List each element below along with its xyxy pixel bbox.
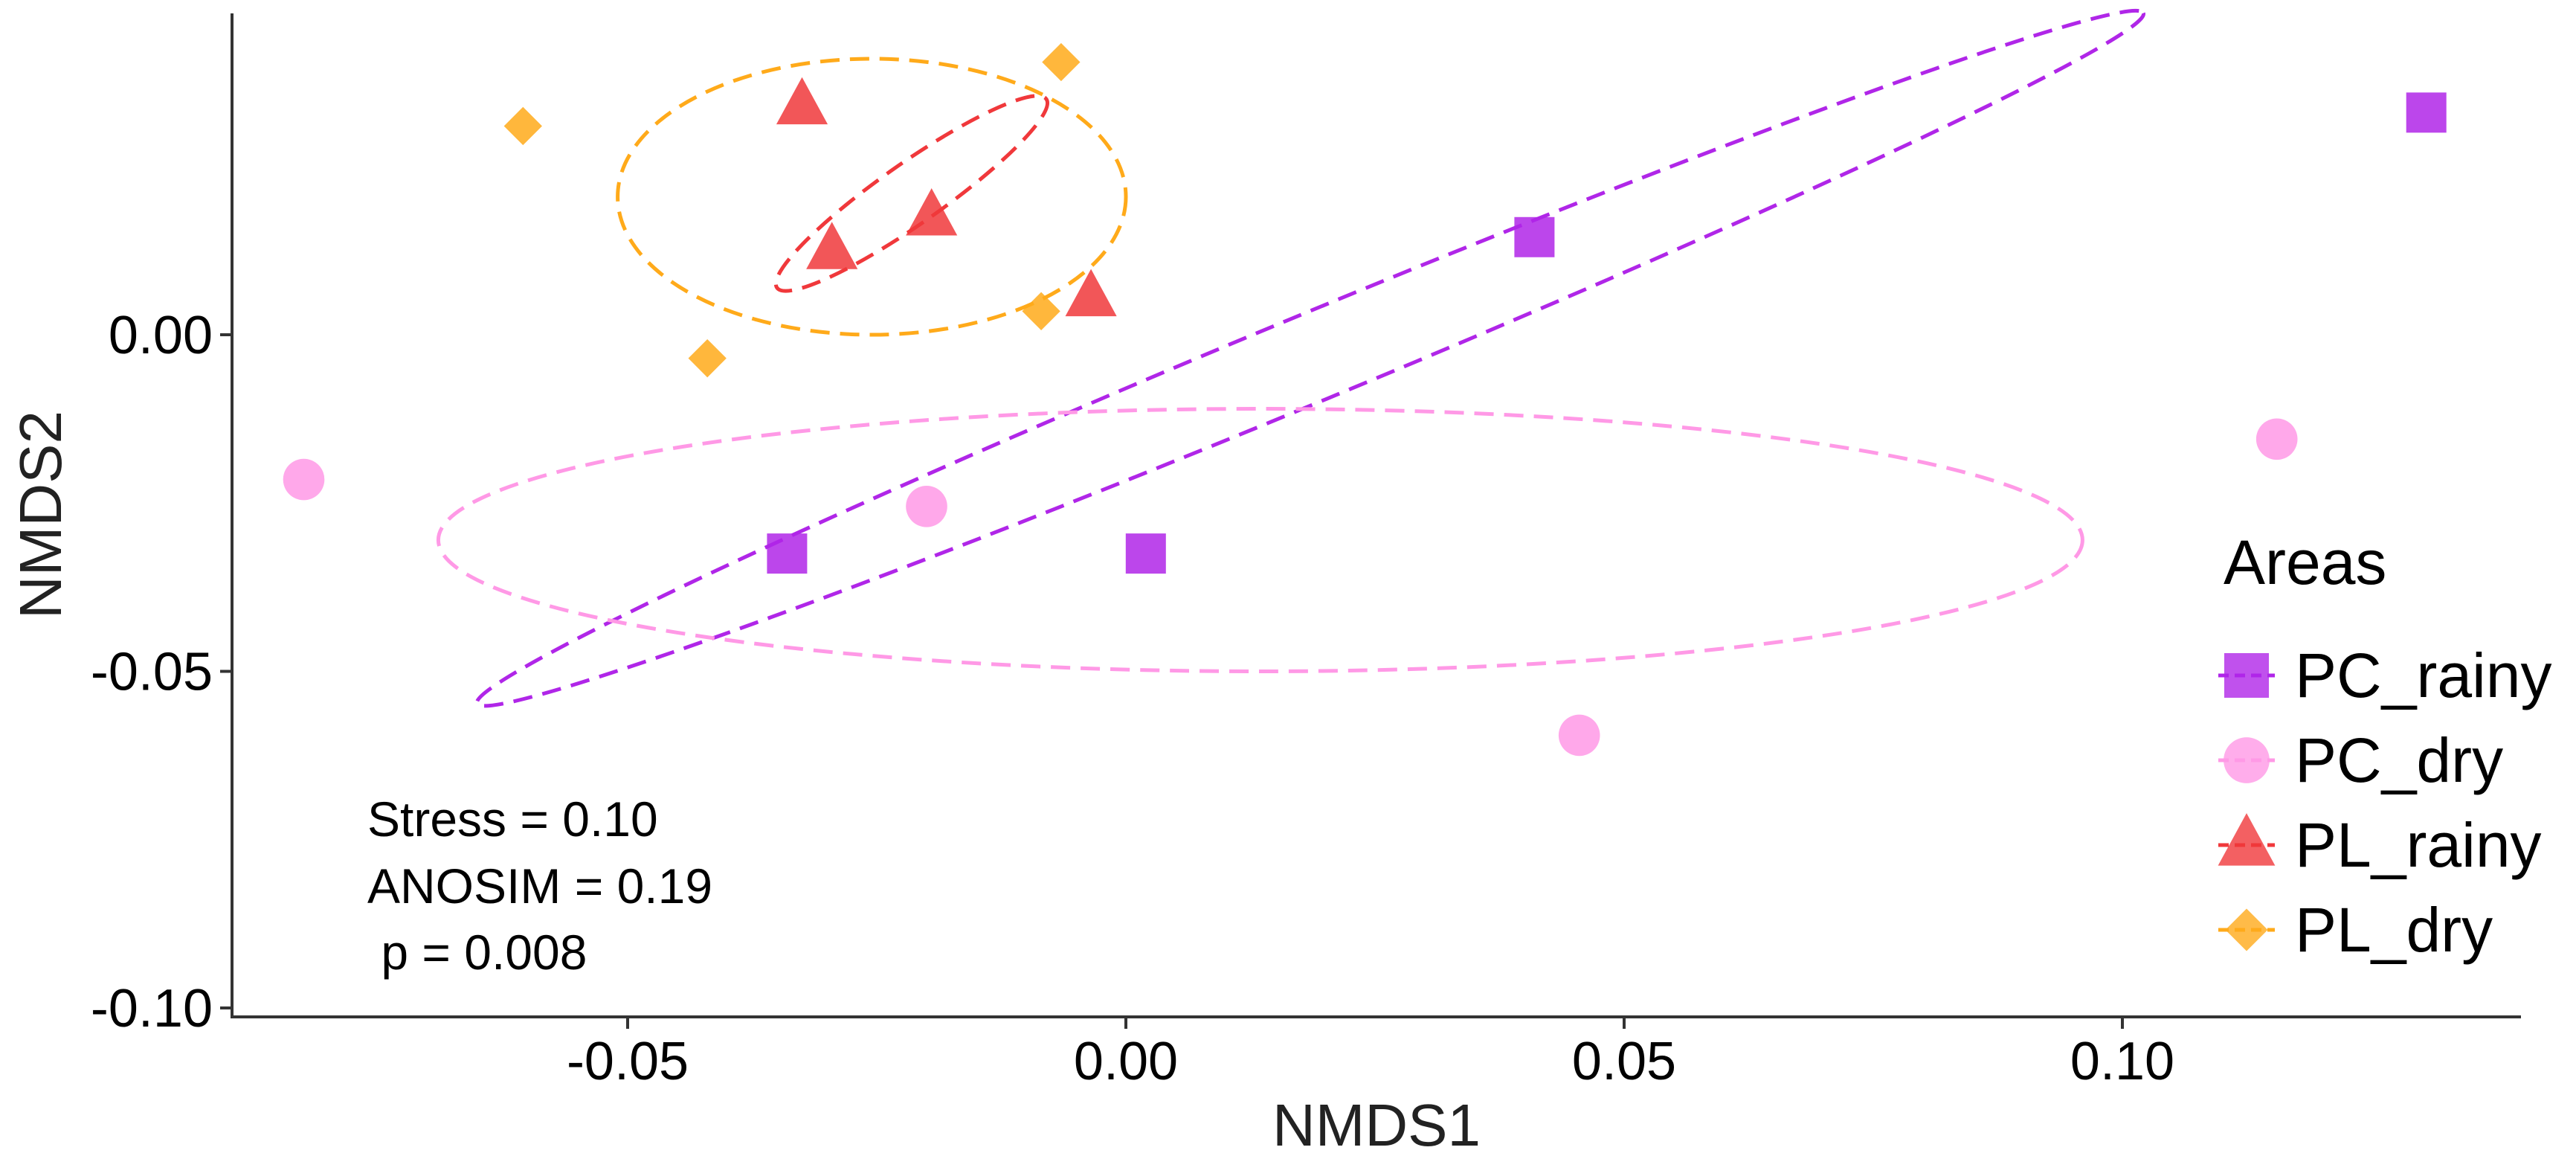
ellipse-layer <box>436 8 2146 708</box>
x-tick-label: 0.10 <box>2070 1032 2174 1091</box>
x-tick-label: 0.05 <box>1572 1032 1676 1091</box>
y-tick-label: -0.05 <box>91 643 213 702</box>
y-tick-label: 0.00 <box>109 306 213 365</box>
legend-label-pc-dry: PC_dry <box>2295 725 2503 795</box>
point-pc-rainy-2 <box>1125 533 1166 574</box>
x-ticks: -0.05 0.00 0.05 0.10 <box>567 1017 2174 1091</box>
point-pc-rainy-4 <box>2406 92 2447 133</box>
x-tick-label: 0.00 <box>1074 1032 1178 1091</box>
point-pc-rainy-3 <box>1514 216 1555 257</box>
ellipse-pc-rainy <box>474 8 2146 708</box>
ellipse-pl-rainy <box>773 94 1050 293</box>
ellipse-pl-dry <box>616 57 1128 337</box>
point-pl-rainy-4 <box>1065 269 1117 317</box>
legend-key-pc-dry <box>2224 737 2270 783</box>
legend-key-pc-rainy <box>2224 653 2269 698</box>
point-pl-dry-3 <box>1022 292 1060 330</box>
point-pc-rainy-1 <box>767 533 808 574</box>
y-tick-label: -0.10 <box>91 979 213 1038</box>
legend-label-pl-dry: PL_dry <box>2295 895 2493 965</box>
point-pl-rainy-2 <box>806 222 858 269</box>
legend-label-pc-rainy: PC_rainy <box>2295 640 2551 710</box>
ellipse-pc-dry <box>436 407 2084 674</box>
point-pl-dry-2 <box>688 339 727 378</box>
y-ticks: 0.00 -0.05 -0.10 <box>91 306 232 1038</box>
point-pc-dry-2 <box>906 485 947 527</box>
point-pc-dry-3 <box>1558 714 1600 757</box>
point-pc-dry-4 <box>2255 418 2298 460</box>
stress-text: Stress = 0.10 <box>367 791 658 847</box>
legend: Areas PC_rainy PC_dry PL_rainy PL_dry <box>2218 527 2551 965</box>
points-layer <box>283 42 2447 757</box>
anosim-text: ANOSIM = 0.19 <box>367 858 712 913</box>
point-pl-rainy-3 <box>906 188 958 236</box>
legend-title: Areas <box>2224 527 2386 597</box>
legend-key-pl-dry <box>2225 908 2268 951</box>
x-axis-title: NMDS1 <box>1272 1092 1481 1156</box>
stats-annotation: Stress = 0.10 ANOSIM = 0.19 p = 0.008 <box>367 791 712 980</box>
legend-key-pl-rainy <box>2218 813 2276 866</box>
point-pl-dry-4 <box>1042 42 1081 82</box>
axes <box>231 13 2521 1018</box>
legend-label-pl-rainy: PL_rainy <box>2295 810 2542 880</box>
point-pl-rainy-1 <box>776 77 828 125</box>
p-value-text: p = 0.008 <box>367 925 587 980</box>
y-axis-title: NMDS2 <box>7 411 74 619</box>
point-pl-dry-1 <box>503 106 542 146</box>
x-tick-label: -0.05 <box>567 1032 689 1091</box>
point-pc-dry-1 <box>283 458 325 501</box>
